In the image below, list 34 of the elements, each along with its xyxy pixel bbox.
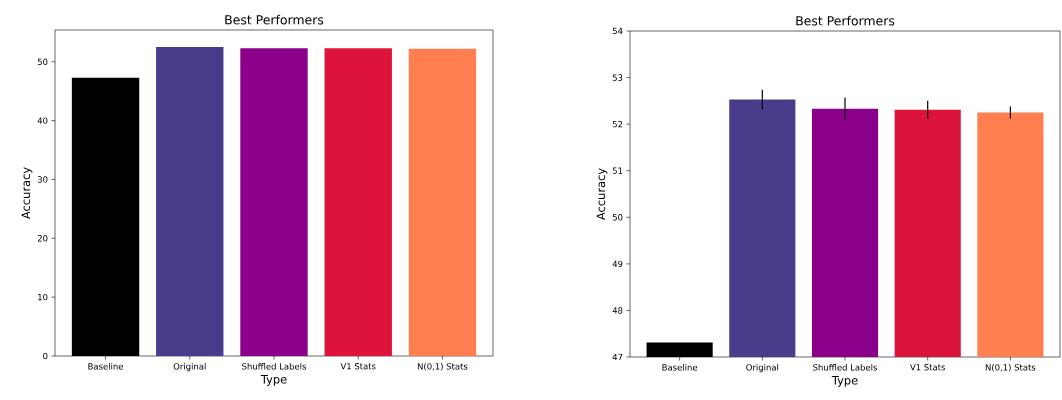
x-tick-label: Baseline <box>88 363 124 370</box>
x-tick-label: Shuffled Labels <box>813 364 878 371</box>
x-tick-label: Original <box>173 363 206 372</box>
bar <box>324 48 392 356</box>
x-tick-label: Baseline <box>662 364 698 371</box>
chart-title: Best Performers <box>796 15 895 26</box>
x-tick-label: N(0,1) Stats <box>417 363 468 371</box>
x-tick-label: V1 Stats <box>910 364 946 371</box>
y-tick-label: 49 <box>612 260 623 268</box>
x-tick-label: V1 Stats <box>340 363 376 370</box>
bar <box>408 48 477 356</box>
y-tick-label: 53 <box>612 74 623 81</box>
y-tick-label: 50 <box>37 58 48 65</box>
y-tick-label: 50 <box>612 214 623 221</box>
y-tick-label: 52 <box>612 120 623 128</box>
x-axis-title: Type <box>260 375 287 386</box>
bar <box>156 47 224 356</box>
y-tick-label: 48 <box>612 307 623 314</box>
y-tick-label: 54 <box>612 27 623 35</box>
y-tick-label: 10 <box>38 293 48 301</box>
x-tick-label: N(0,1) Stats <box>985 364 1036 372</box>
bar <box>240 48 308 356</box>
y-tick-label: 30 <box>37 176 48 183</box>
chart-title: Best Performers <box>225 14 324 25</box>
y-tick-label: 40 <box>37 117 48 124</box>
x-axis-title: Type <box>831 376 858 387</box>
y-axis-title: Accuracy <box>596 168 608 221</box>
y-tick-label: 51 <box>612 167 623 174</box>
y-axis-title: Accuracy <box>21 167 33 220</box>
y-tick-label: 20 <box>37 235 48 242</box>
x-tick-label: Original <box>746 364 779 373</box>
y-tick-label: 47 <box>612 353 623 361</box>
y-tick-label: 0 <box>43 352 48 360</box>
x-tick-label: Shuffled Labels <box>242 363 307 370</box>
